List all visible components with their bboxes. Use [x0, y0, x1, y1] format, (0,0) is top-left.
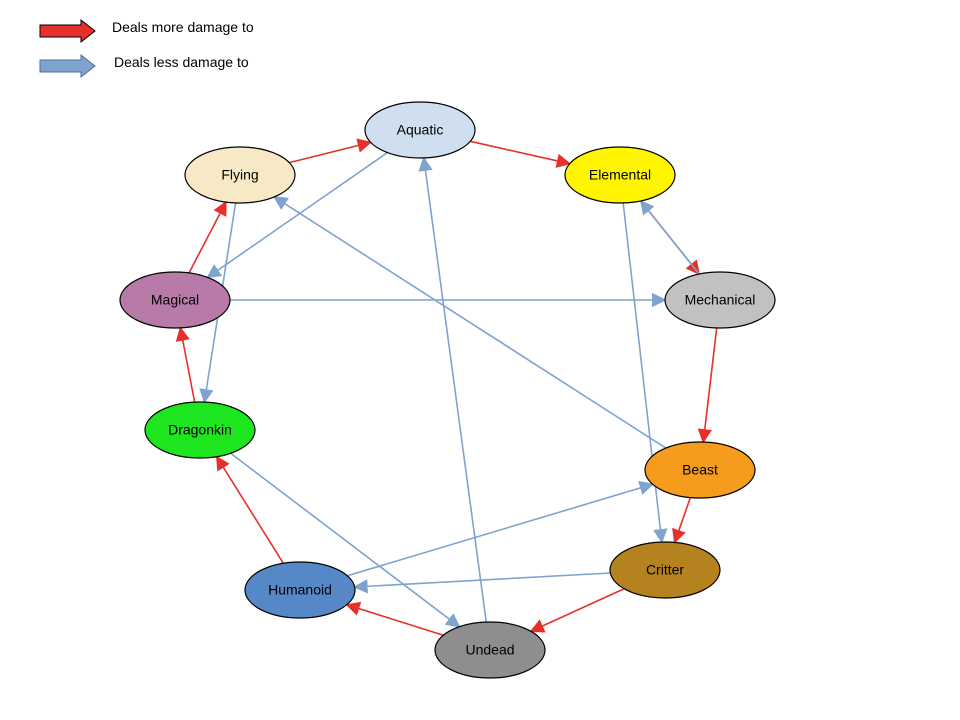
legend-arrow-more-icon — [40, 20, 95, 42]
node-mechanical: Mechanical — [665, 272, 775, 328]
node-critter: Critter — [610, 542, 720, 598]
node-beast-label: Beast — [682, 462, 718, 478]
node-aquatic: Aquatic — [365, 102, 475, 158]
edge-beast-to-critter — [675, 498, 691, 543]
edge-critter-to-humanoid — [355, 573, 611, 587]
edge-humanoid-to-beast — [347, 484, 652, 576]
node-mechanical-label: Mechanical — [685, 292, 756, 308]
edge-aquatic-to-elemental — [470, 141, 569, 163]
node-dragonkin: Dragonkin — [145, 402, 255, 458]
edge-mechanical-to-elemental — [641, 201, 700, 274]
diagram-canvas: Deals more damage to Deals less damage to… — [0, 0, 960, 720]
edge-flying-to-aquatic — [289, 142, 370, 162]
node-flying-label: Flying — [221, 167, 258, 183]
edge-dragonkin-to-magical — [180, 328, 194, 402]
node-flying: Flying — [185, 147, 295, 203]
edge-critter-to-undead — [531, 589, 624, 632]
node-humanoid-label: Humanoid — [268, 582, 332, 598]
node-elemental-label: Elemental — [589, 167, 651, 183]
node-magical-label: Magical — [151, 292, 199, 308]
node-elemental: Elemental — [565, 147, 675, 203]
edge-beast-to-flying — [274, 197, 666, 448]
legend-label: Deals less damage to — [114, 54, 249, 70]
legend-arrow-less-icon — [40, 55, 95, 77]
legend-label: Deals more damage to — [112, 19, 254, 35]
node-dragonkin-label: Dragonkin — [168, 422, 232, 438]
node-humanoid: Humanoid — [245, 562, 355, 618]
edge-humanoid-to-dragonkin — [217, 457, 284, 564]
node-aquatic-label: Aquatic — [397, 122, 444, 138]
legend: Deals more damage to Deals less damage to — [40, 19, 254, 77]
edge-undead-to-humanoid — [347, 605, 444, 635]
nodes-layer: Aquatic Elemental Mechanical Beast Critter Un… — [120, 102, 775, 678]
edge-mechanical-to-beast — [703, 328, 716, 442]
legend-item: Deals less damage to — [40, 54, 249, 77]
node-undead: Undead — [435, 622, 545, 678]
node-critter-label: Critter — [646, 562, 684, 578]
node-magical: Magical — [120, 272, 230, 328]
node-undead-label: Undead — [465, 642, 514, 658]
node-beast: Beast — [645, 442, 755, 498]
legend-item: Deals more damage to — [40, 19, 254, 42]
edge-undead-to-aquatic — [424, 158, 486, 622]
edge-magical-to-flying — [189, 202, 226, 273]
